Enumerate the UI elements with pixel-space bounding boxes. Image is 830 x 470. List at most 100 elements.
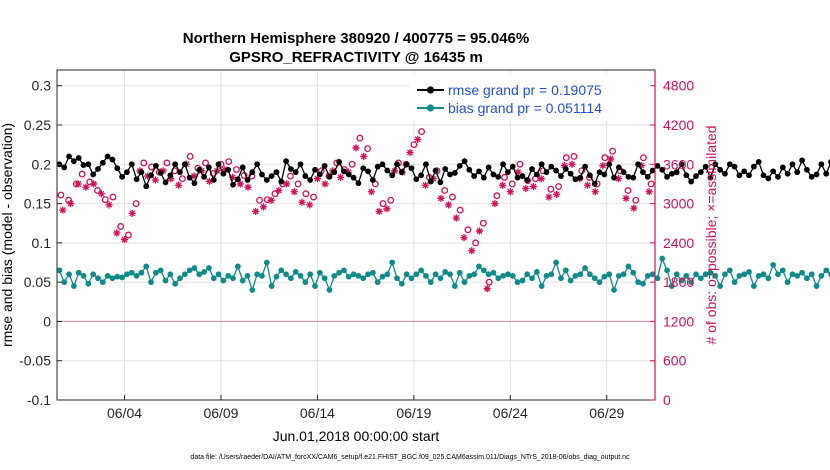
bias-point <box>707 269 714 276</box>
bias-point <box>461 279 468 286</box>
obs-possible-point <box>286 172 294 180</box>
rmse-point <box>755 159 762 165</box>
obs-assimilated-point <box>360 152 368 161</box>
obs-possible-point <box>178 175 186 183</box>
obs-assimilated-point <box>306 201 314 209</box>
rmse-point <box>760 172 767 179</box>
obs-assimilated-point <box>607 155 615 163</box>
bias-point <box>316 269 323 276</box>
data-file-footnote: data file: /Users/raeder/DAI/ATM_forcXX/… <box>190 454 630 461</box>
bias-point <box>495 275 502 282</box>
rmse-point <box>234 176 241 183</box>
obs-assimilated-point <box>298 198 306 206</box>
obs-assimilated-point <box>82 183 90 191</box>
rmse-point <box>683 172 690 179</box>
rmse-point <box>384 167 391 174</box>
chart-subtitle: GPSRO_REFRACTIVITY @ 16435 m <box>229 49 483 66</box>
obs-possible-point <box>225 158 233 166</box>
rmse-point <box>259 171 265 178</box>
obs-assimilated-point <box>583 181 592 189</box>
bias-point <box>312 283 318 289</box>
bias-point <box>379 273 386 280</box>
bias-point <box>799 269 805 276</box>
rmse-point <box>196 166 203 173</box>
obs-assimilated-point <box>367 188 376 196</box>
bias-point <box>418 267 425 274</box>
rmse-point <box>432 167 439 174</box>
rmse-point <box>215 161 222 168</box>
rmse-point <box>509 163 516 170</box>
bias-point <box>384 271 391 278</box>
bias-point <box>263 259 270 266</box>
rmse-point <box>336 159 343 165</box>
bias-point <box>408 275 415 282</box>
rmse-point <box>157 170 164 176</box>
rmse-point <box>360 165 367 172</box>
obs-assimilated-point <box>74 180 82 188</box>
rmse-point <box>611 174 617 181</box>
rmse-point <box>702 163 709 170</box>
obs-possible-point <box>493 192 501 200</box>
rmse-point <box>741 168 748 175</box>
bias-point <box>750 283 757 289</box>
obs-possible-point <box>449 193 456 201</box>
bias-point <box>514 279 521 286</box>
obs-assimilated-point <box>437 194 445 202</box>
rmse-point <box>799 157 805 164</box>
bias-point <box>196 271 203 278</box>
bias-point <box>239 277 246 284</box>
x-tick-label: 06/04 <box>107 405 142 421</box>
rmse-point <box>794 169 801 176</box>
rmse-point <box>553 167 560 174</box>
obs-assimilated-point <box>514 168 522 176</box>
rmse-point <box>124 169 130 176</box>
bias-point <box>476 263 482 270</box>
obs-possible-point <box>508 180 516 188</box>
bias-point <box>297 272 304 279</box>
rmse-point <box>451 170 458 176</box>
rmse-point <box>437 179 444 186</box>
rmse-point <box>630 174 637 181</box>
x-tick-label: 06/14 <box>300 405 335 421</box>
obs-assimilated-point <box>537 175 545 183</box>
obs-possible-point <box>163 159 171 167</box>
obs-assimilated-point <box>506 188 514 196</box>
bias-point <box>75 269 82 276</box>
bias-point <box>191 265 198 271</box>
bias-point <box>673 271 680 278</box>
bias-point <box>268 283 275 289</box>
rmse-point <box>283 158 289 165</box>
bias-point <box>572 272 579 279</box>
rmse-point <box>114 165 121 172</box>
rmse-point <box>533 171 540 178</box>
rmse-point <box>278 178 285 185</box>
rmse-point <box>316 171 323 178</box>
y-tick-label-left: 0.3 <box>32 78 52 94</box>
rmse-point <box>201 173 207 180</box>
rmse-point <box>707 174 714 181</box>
bias-point <box>133 272 140 279</box>
bias-point <box>683 272 690 279</box>
rmse-point <box>558 173 564 179</box>
bias-point <box>577 271 584 278</box>
obs-assimilated-point <box>444 201 453 209</box>
rmse-point <box>119 173 126 180</box>
obs-assimilated-point <box>414 135 422 144</box>
obs-assimilated-point <box>336 173 345 181</box>
obs-assimilated-point <box>383 205 391 213</box>
y-tick-label-left: 0 <box>43 313 51 329</box>
bias-point <box>432 271 439 278</box>
rmse-point <box>331 169 338 176</box>
bias-point <box>804 275 810 282</box>
obs-assimilated-point <box>406 148 414 157</box>
legend-rmse-marker <box>426 86 435 94</box>
bias-point <box>731 279 738 286</box>
bias-point <box>128 269 135 276</box>
rmse-point <box>572 176 579 183</box>
bias-point <box>283 271 289 278</box>
bias-point <box>755 272 762 279</box>
bias-point <box>278 267 285 274</box>
bias-point <box>519 277 526 284</box>
bias-point <box>693 271 699 278</box>
